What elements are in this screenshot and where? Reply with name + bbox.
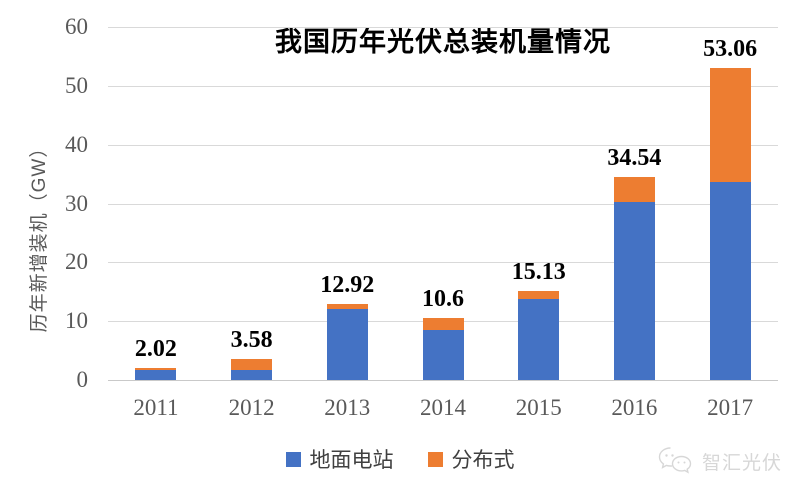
gridline-60 [108,27,778,28]
bar-segment-地面电站-2011 [135,370,177,380]
legend-label-distributed: 分布式 [451,449,515,472]
bar-segment-地面电站-2012 [231,370,273,380]
gridline-50 [108,85,778,87]
total-label-2011: 2.02 [134,336,177,363]
watermark: 智汇光伏 [658,446,782,476]
bar-segment-分布式-2013 [326,304,368,309]
x-tick-label-2015: 2015 [515,395,562,420]
x-tick-label-2017: 2017 [707,395,754,420]
x-tick-label-2011: 2011 [133,395,179,420]
legend-swatch-distributed [427,451,443,467]
bar-segment-分布式-2011 [135,368,177,370]
gridline-40 [108,144,778,146]
y-tick-label-40: 40 [65,131,88,157]
legend-label-ground-station: 地面电站 [309,449,394,472]
y-tick-label-10: 10 [65,308,88,334]
legend-swatch-ground-station [285,451,301,467]
bar-segment-地面电站-2015 [518,299,560,380]
x-tick-label-2016: 2016 [611,395,658,420]
x-tick-label-2014: 2014 [420,395,466,420]
bar-segment-分布式-2017 [709,67,751,183]
y-tick-label-50: 50 [65,72,88,98]
y-tick-label-20: 20 [65,249,88,275]
y-tick-label-0: 0 [76,367,89,392]
total-label-2012: 3.58 [230,326,273,353]
bar-segment-分布式-2014 [422,317,464,330]
bar-segment-分布式-2015 [518,291,560,300]
watermark-brand: 智汇光伏 [701,452,782,474]
gridline-20 [108,262,778,264]
x-tick-label-2012: 2012 [228,395,275,420]
bar-segment-地面电站-2017 [709,182,751,380]
bar-segment-地面电站-2014 [422,329,464,380]
legend-item-ground-station: 地面电站 [285,444,394,474]
wechat-icon [658,447,692,474]
bar-segment-分布式-2016 [613,176,655,202]
total-label-2014: 10.6 [422,285,464,312]
legend: 地面电站 分布式 [0,444,800,474]
y-tick-label-60: 60 [65,14,88,39]
gridline-30 [108,203,778,205]
chart-title: 我国历年光伏总装机量情况 [275,27,611,57]
bar-segment-分布式-2012 [231,358,273,370]
total-label-2016: 34.54 [607,144,662,171]
legend-item-distributed: 分布式 [427,444,515,474]
total-label-2015: 15.13 [511,259,566,285]
gridline-0 [108,380,778,381]
total-label-2013: 12.92 [320,272,375,298]
total-label-2017: 53.06 [703,35,758,62]
x-tick-label-2013: 2013 [324,395,371,420]
y-tick-label-30: 30 [65,190,88,216]
bar-segment-地面电站-2013 [326,308,368,380]
bar-segment-地面电站-2016 [613,201,655,380]
